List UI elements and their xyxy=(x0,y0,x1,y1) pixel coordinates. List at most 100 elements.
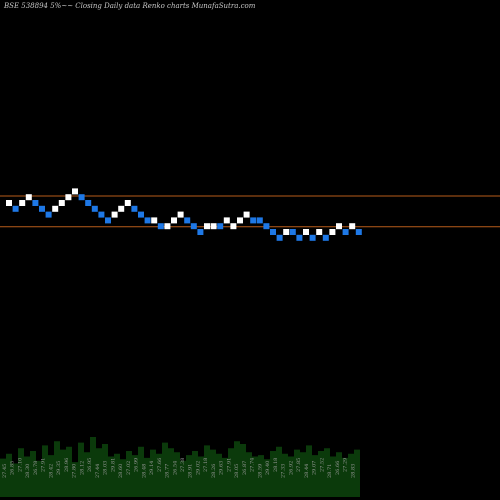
volume-label: 27.44 xyxy=(95,464,101,478)
brick-down xyxy=(296,234,303,241)
brick-down xyxy=(91,205,98,212)
brick-down xyxy=(190,223,197,230)
volume-label: 27.02 xyxy=(126,461,132,475)
brick-up xyxy=(204,223,210,230)
brick-up xyxy=(230,223,237,230)
brick-up xyxy=(349,223,356,230)
volume-label: 28.60 xyxy=(118,464,124,478)
volume-label: 28.03 xyxy=(103,461,109,475)
brick-up xyxy=(243,211,250,218)
brick-up xyxy=(171,217,177,224)
volume-label: 28.48 xyxy=(141,464,147,478)
brick-down xyxy=(45,211,52,218)
volume-label: 28.12 xyxy=(79,461,85,475)
brick-up xyxy=(177,211,184,218)
volume-label: 26.54 xyxy=(172,461,178,475)
brick-down xyxy=(263,223,270,230)
volume-label: 28.91 xyxy=(188,464,194,478)
brick-up xyxy=(6,200,12,206)
volume-label: 29.14 xyxy=(149,461,155,475)
volume-panel: 27.45 26.85 27.10 28.30 26.78 27.91 28.42 29.35… xyxy=(0,437,360,497)
volume-label: 27.80 xyxy=(72,464,78,478)
volume-label: 29.35 xyxy=(56,461,62,475)
brick-up xyxy=(336,223,342,230)
volume-label: 26.78 xyxy=(33,461,39,475)
brick-up xyxy=(124,200,131,206)
volume-label: 26.87 xyxy=(242,461,248,475)
brick-up xyxy=(283,229,290,235)
volume-label: 27.91 xyxy=(226,458,232,472)
volume-label: 27.85 xyxy=(296,458,302,472)
volume-label: 28.18 xyxy=(273,458,279,472)
brick-down xyxy=(289,229,296,235)
brick-down xyxy=(32,200,39,206)
volume-label: 26.66 xyxy=(335,461,341,475)
brick-down xyxy=(85,200,92,206)
brick-down xyxy=(322,234,329,241)
brick-down xyxy=(250,217,257,224)
brick-down xyxy=(342,229,349,235)
brick-up xyxy=(237,217,243,224)
volume-label: 28.83 xyxy=(350,464,356,478)
brick-up xyxy=(118,205,125,212)
brick-up xyxy=(151,217,158,224)
brick-down xyxy=(78,194,85,201)
brick-up xyxy=(58,200,65,206)
volume-label: 29.40 xyxy=(265,461,271,475)
renko-bricks xyxy=(6,188,362,241)
brick-up xyxy=(303,229,309,235)
volume-label: 26.92 xyxy=(288,461,294,475)
volume-label: 28.30 xyxy=(25,464,31,478)
volume-label: 26.99 xyxy=(134,458,140,472)
brick-up xyxy=(223,217,230,224)
brick-down xyxy=(276,234,283,241)
brick-down xyxy=(98,211,105,218)
volume-label: 26.95 xyxy=(87,458,93,472)
volume-label: 28.96 xyxy=(64,458,70,472)
brick-up xyxy=(52,205,59,212)
volume-label: 27.10 xyxy=(18,458,24,472)
volume-area xyxy=(0,437,360,497)
brick-up xyxy=(111,211,118,218)
volume-label: 27.66 xyxy=(157,458,163,472)
brick-down xyxy=(309,234,316,241)
brick-up xyxy=(329,229,336,235)
volume-label: 28.05 xyxy=(234,464,240,478)
volume-label: 27.91 xyxy=(41,458,47,472)
volume-label: 26.85 xyxy=(10,461,16,475)
brick-up xyxy=(19,200,26,206)
volume-label: 28.44 xyxy=(304,464,310,478)
brick-down xyxy=(270,229,276,235)
brick-down xyxy=(144,217,151,224)
brick-down xyxy=(355,229,362,235)
brick-down xyxy=(138,211,144,218)
volume-label: 28.42 xyxy=(48,464,54,478)
brick-down xyxy=(105,217,111,224)
volume-label: 27.29 xyxy=(343,458,349,472)
chart-title: BSE 538894 5%~~ Closing Daily data Renko… xyxy=(3,2,256,10)
volume-label: 29.63 xyxy=(219,461,225,475)
volume-label: 27.18 xyxy=(203,458,209,472)
brick-down xyxy=(197,229,204,235)
brick-up xyxy=(164,223,171,230)
volume-label: 28.26 xyxy=(211,464,217,478)
volume-label: 29.02 xyxy=(196,461,202,475)
brick-down xyxy=(184,217,191,224)
volume-label: 27.52 xyxy=(319,458,325,472)
brick-up xyxy=(65,194,72,201)
brick-down xyxy=(157,223,164,230)
volume-label: 28.71 xyxy=(327,464,333,478)
volume-label: 27.33 xyxy=(281,464,287,478)
volume-label: 29.07 xyxy=(312,461,318,475)
brick-down xyxy=(12,205,19,212)
brick-down xyxy=(256,217,263,224)
brick-down xyxy=(39,205,45,212)
brick-up xyxy=(25,194,32,201)
volume-label: 28.59 xyxy=(257,464,263,478)
brick-up xyxy=(316,229,323,235)
volume-label: 28.77 xyxy=(165,464,171,478)
volume-label: 27.38 xyxy=(180,458,186,472)
brick-up xyxy=(210,223,217,230)
